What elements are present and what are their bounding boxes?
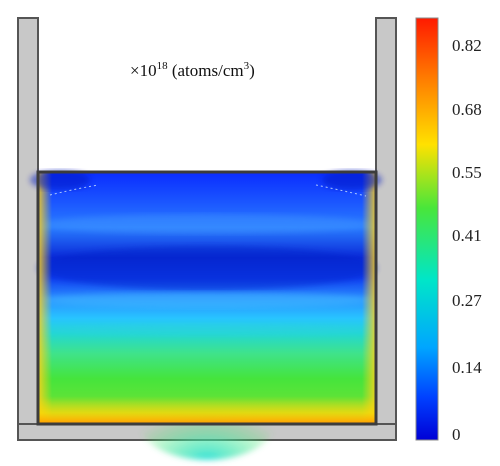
colorbar-tick: 0.41	[452, 226, 482, 245]
concentration-field	[30, 170, 382, 460]
unit-label: ×1018 (atoms/cm3)	[130, 60, 255, 80]
colorbar-tick: 0.14	[452, 358, 482, 377]
colorbar-tick: 0.68	[452, 100, 482, 119]
colorbar-tick: 0.82	[452, 36, 482, 55]
crucible-right-wall	[375, 17, 397, 441]
colorbar: 0.82 0.68 0.55 0.41 0.27 0.14 0	[415, 17, 482, 444]
colorbar-tick: 0	[452, 425, 461, 444]
colorbar-tick: 0.27	[452, 291, 482, 310]
melt-border	[36, 170, 378, 426]
colorbar-gradient	[415, 17, 439, 441]
colorbar-tick: 0.55	[452, 163, 482, 182]
crucible-left-wall	[17, 17, 39, 441]
